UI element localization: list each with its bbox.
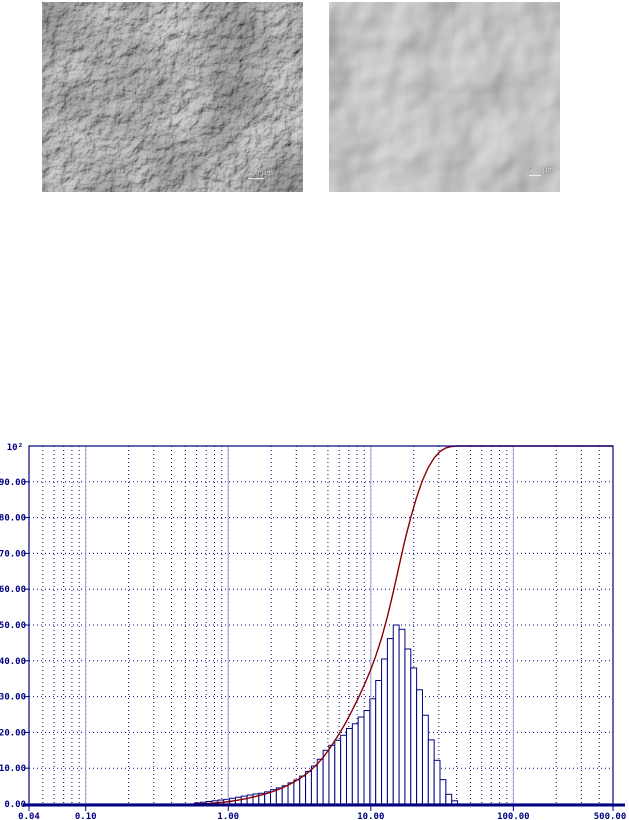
y-tick-label: 20.00 [0, 728, 26, 738]
x-tick-label: 100.00 [497, 812, 530, 820]
grid-horizontal-dotted [29, 481, 613, 769]
sem-micrograph-left: 2.0 µm [42, 2, 303, 192]
y-axis-ticks [24, 481, 29, 805]
particle-size-distribution-chart: 0.04 0.10 1.00 10.00 100.00 500.00 90.00 80.00 7… [0, 435, 629, 820]
y-axis-labels: 90.00 80.00 70.00 60.00 50.00 40.00 30.00 20.00… [0, 478, 26, 810]
scale-bar-left-label: 2.0 µm [248, 169, 273, 177]
y-tick-label: 70.00 [0, 549, 26, 559]
x-tick-label: 1.00 [217, 812, 239, 820]
sem-texture-fine-grains [42, 2, 303, 192]
scale-bar-right-label: 2.0 µm [529, 166, 554, 174]
x-tick-label: 0.10 [75, 812, 97, 820]
x-tick-label: 0.04 [18, 812, 40, 820]
y-tick-label: 90.00 [0, 478, 26, 488]
y-tick-label: 40.00 [0, 657, 26, 667]
y-axis-top-label: 10² [7, 443, 23, 453]
sem-texture-large-grains [329, 2, 560, 192]
y-tick-label: 50.00 [0, 621, 26, 631]
x-tick-label: 500.00 [594, 812, 627, 820]
distribution-chart-svg: 0.04 0.10 1.00 10.00 100.00 500.00 90.00 80.00 7… [0, 443, 626, 820]
sem-micrograph-right: 2.0 µm [329, 2, 560, 192]
y-tick-label: 60.00 [0, 585, 26, 595]
scale-bar-left: 2.0 µm [248, 170, 273, 179]
grid-vertical-dotted [42, 446, 600, 804]
y-tick-label: 80.00 [0, 514, 26, 524]
x-axis-ticks [28, 806, 614, 811]
scale-bar-right-line [529, 175, 542, 176]
grid-major-overlay [85, 446, 514, 803]
scale-bar-right: 2.0 µm [529, 167, 554, 176]
scale-bar-left-line [248, 178, 265, 179]
y-tick-label: 30.00 [0, 693, 26, 703]
y-tick-label: 0.00 [4, 800, 26, 810]
histogram-bars [194, 624, 459, 805]
x-axis-labels: 0.04 0.10 1.00 10.00 100.00 500.00 [18, 812, 626, 820]
cumulative-curve [194, 445, 613, 805]
x-tick-label: 10.00 [357, 812, 384, 820]
y-tick-label: 10.00 [0, 764, 26, 774]
